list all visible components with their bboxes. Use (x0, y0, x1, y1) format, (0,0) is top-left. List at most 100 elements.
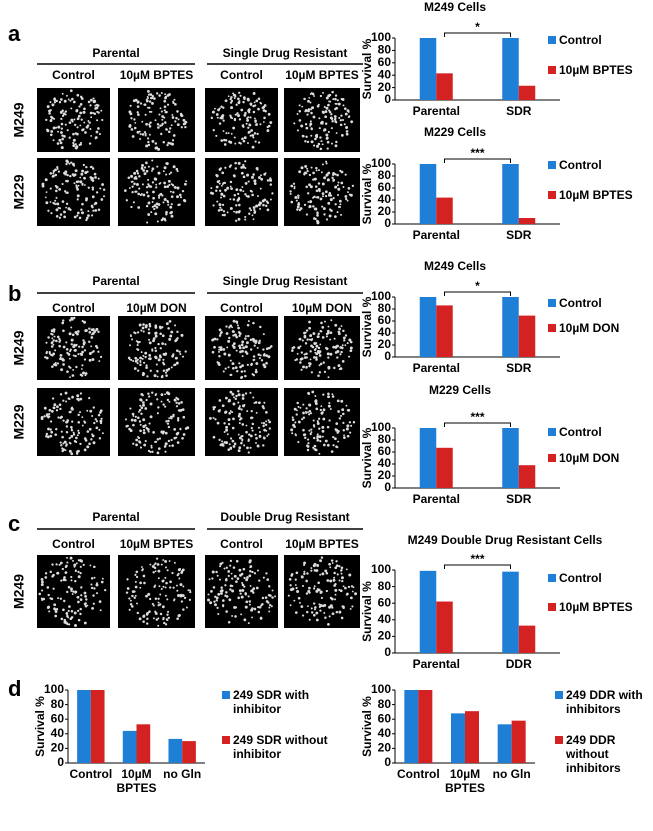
cell-dot (69, 556, 73, 560)
cell-dot (220, 105, 223, 108)
cell-dot (176, 195, 179, 199)
cell-dot (318, 371, 322, 374)
legend-swatch (548, 161, 556, 169)
cell-dot (89, 111, 93, 115)
cell-dot (259, 325, 262, 329)
cell-dot (329, 579, 333, 583)
cell-dot (153, 204, 157, 208)
cell-dot (144, 351, 148, 355)
cell-dot (81, 169, 85, 173)
cell-dot (133, 176, 137, 180)
cell-dot (319, 362, 323, 366)
cell-dot (312, 205, 315, 208)
cell-dot (222, 194, 226, 198)
cell-dot (77, 595, 80, 599)
cell-dot (271, 589, 274, 592)
cell-dot (142, 330, 145, 333)
cell-dot (64, 123, 67, 126)
cell-dot (223, 441, 227, 444)
cell-dot (165, 566, 168, 569)
cell-dot (262, 348, 265, 351)
y-tick-label: 20 (378, 629, 392, 643)
y-tick-label: 20 (378, 337, 392, 351)
cell-dot (229, 198, 232, 201)
x-tick-label: Control (397, 767, 440, 781)
cell-dot (142, 425, 146, 428)
cell-dot (260, 177, 264, 181)
cell-dot (295, 413, 298, 416)
cell-dot (176, 617, 179, 620)
cell-dot (152, 196, 155, 200)
cell-dot (317, 332, 320, 336)
cell-dot (93, 576, 96, 579)
cell-dot (166, 391, 170, 395)
cell-dot (97, 350, 100, 353)
cell-dot (40, 578, 44, 581)
cell-dot (246, 323, 250, 327)
cell-dot (182, 608, 185, 611)
cell-dot (241, 423, 245, 426)
cell-dot (251, 416, 254, 419)
column-label: 10µM BPTES (120, 68, 194, 82)
cell-dot (63, 215, 66, 219)
cell-dot (337, 440, 340, 443)
cell-dot (317, 351, 321, 355)
cell-dot (171, 184, 175, 187)
cell-dot (99, 609, 102, 612)
cell-dot (227, 620, 231, 624)
cell-dot (73, 563, 77, 567)
cell-dot (296, 409, 298, 412)
cell-dot (70, 452, 74, 456)
cell-dot (250, 426, 253, 430)
cell-dot (162, 358, 165, 361)
cell-dot (305, 352, 308, 356)
cell-dot (153, 563, 156, 566)
cell-dot (216, 200, 219, 203)
cell-dot (320, 171, 323, 174)
cell-dot (99, 409, 103, 413)
cell-dot (305, 135, 308, 139)
legend-label: 10µM BPTES (559, 188, 633, 202)
cell-dot (76, 198, 79, 201)
cell-dot (166, 598, 169, 601)
cell-dot (61, 182, 64, 186)
cell-dot (157, 577, 160, 580)
cell-dot (52, 406, 55, 409)
cell-dot (252, 136, 255, 139)
cell-dot (241, 397, 245, 400)
cell-dot (325, 160, 327, 163)
cell-dot (331, 120, 334, 123)
cell-dot (158, 585, 161, 588)
cell-dot (223, 422, 226, 425)
cell-dot (246, 97, 250, 101)
cell-dot (82, 339, 85, 342)
cell-dot (140, 566, 143, 568)
cell-dot (329, 198, 333, 202)
cell-dot (320, 596, 323, 600)
cell-dot (292, 182, 296, 185)
cell-dot (244, 392, 248, 395)
cell-dot (227, 95, 230, 98)
cell-dot (253, 208, 256, 212)
cell-dot (313, 602, 316, 605)
cell-dot (313, 569, 317, 572)
cell-dot (152, 431, 155, 434)
x-tick-label: Parental (413, 361, 460, 375)
cell-dot (269, 121, 273, 124)
cell-dot (329, 331, 333, 335)
cell-dot (319, 329, 322, 333)
cell-dot (101, 118, 104, 122)
cell-dot (162, 559, 165, 561)
cell-dot (128, 597, 131, 600)
cell-dot (159, 593, 162, 596)
cell-dot (143, 443, 147, 447)
cell-dot (165, 374, 168, 377)
cell-dot (164, 576, 167, 579)
cell-dot (81, 416, 84, 419)
cell-dot (305, 366, 308, 369)
cell-dot (60, 127, 63, 130)
cell-dot (248, 559, 252, 563)
cell-dot (159, 332, 162, 336)
panel-label: c (8, 511, 20, 536)
cell-dot (166, 613, 169, 616)
